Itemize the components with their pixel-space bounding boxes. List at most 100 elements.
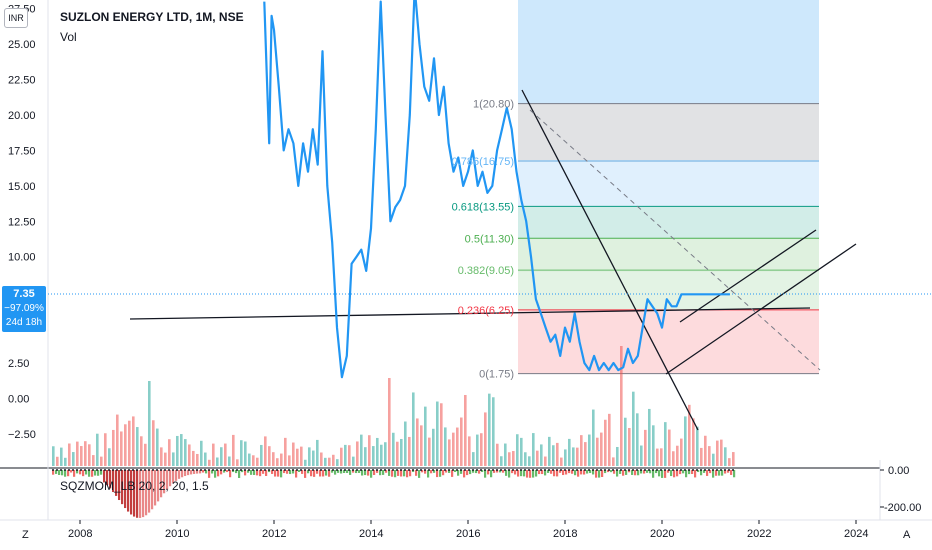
volume-bar [60,447,63,466]
momentum-bar [475,470,478,474]
momentum-bar [88,470,91,477]
momentum-bar [166,470,169,490]
fib-level-label: 0.786(16.75) [452,156,514,168]
volume-bar [616,446,619,466]
momentum-bar [385,470,388,473]
volume-bar [480,433,483,466]
volume-bar [608,413,611,466]
volume-bar [164,452,167,466]
volume-label[interactable]: Vol [60,30,77,44]
momentum-bar [514,470,517,475]
volume-bar [88,444,91,466]
volume-bar [624,417,627,466]
momentum-bar [343,470,346,473]
momentum-bar [709,470,712,474]
currency-badge[interactable]: INR [4,8,28,28]
volume-bar [72,452,75,466]
momentum-bar [337,470,340,473]
time-axis-label: 2024 [844,528,868,540]
momentum-bar [460,470,463,474]
auto-scale-button[interactable]: A [903,529,911,541]
momentum-bar [187,470,190,476]
price-axis-label: −2.50 [8,429,36,441]
support-trendline[interactable] [129,307,811,320]
volume-bars [52,346,735,466]
momentum-bar [661,470,664,478]
momentum-bar [298,470,301,473]
momentum-bar [685,470,688,478]
momentum-bar [76,470,79,474]
volume-bar [192,450,195,466]
dashed-trendline[interactable] [529,109,821,371]
momentum-bar [472,470,475,473]
momentum-bar [292,470,295,474]
volume-bar [380,444,383,466]
channel-line-upper[interactable] [679,229,817,323]
indicator-label[interactable]: SQZMOM_LB 20, 2, 20, 1.5 [60,479,209,493]
volume-bar [544,456,547,466]
momentum-bar [121,470,124,505]
fib-level-label: 0.5(11.30) [465,233,514,245]
momentum-bar [97,470,100,476]
momentum-bar [574,470,577,476]
volume-bar [248,453,251,466]
volume-bar [84,441,87,466]
volume-bar [224,443,227,466]
momentum-bar [346,470,349,474]
volume-bar [572,447,575,466]
zoom-button[interactable]: Z [22,529,29,541]
momentum-bar [259,470,262,477]
channel-line-lower[interactable] [665,243,857,375]
volume-bar [500,456,503,466]
volume-bar [328,457,331,466]
momentum-bar [418,470,421,478]
momentum-bar [310,470,313,477]
volume-bar [600,432,603,466]
momentum-bar [649,470,652,474]
momentum-bar [625,470,628,475]
momentum-bar [196,470,199,474]
momentum-bar [730,470,733,475]
time-axis-label: 2020 [650,528,674,540]
volume-bar [240,440,243,466]
volume-bar [284,437,287,466]
momentum-bar [319,470,322,477]
momentum-bar [331,470,334,473]
momentum-bar [703,470,706,473]
time-axis-label: 2018 [553,528,577,540]
volume-bar [152,420,155,466]
volume-bar [144,443,147,466]
momentum-bar [277,470,280,477]
time-axis[interactable]: 2008 2010 2012 2014 2016 2018 2020 2022 2024 [68,520,868,540]
momentum-bar [676,470,679,477]
last-price-tag: 7.35 −97.09% 24d 18h [2,286,46,332]
momentum-bar [664,470,667,478]
volume-bar [352,456,355,466]
volume-bar [532,433,535,466]
momentum-bar [478,470,481,474]
volume-bar [300,446,303,466]
momentum-bar [532,470,535,478]
volume-bar [232,434,235,466]
downtrend-line[interactable] [521,89,699,431]
momentum-bar [565,470,568,475]
volume-bar [312,450,315,466]
momentum-bar [55,470,58,474]
volume-bar [560,457,563,466]
volume-bar [252,455,255,466]
price-series-line[interactable] [263,0,730,379]
volume-bar [632,391,635,466]
momentum-bar [370,470,373,478]
volume-bar [664,422,667,466]
momentum-bar [220,470,223,475]
momentum-bar [538,470,541,475]
momentum-bar [94,470,97,476]
momentum-bar [145,470,148,516]
price-axis[interactable]: 27.5025.0022.5020.0017.5015.0012.5010.00… [8,4,36,441]
momentum-bar [706,470,709,476]
volume-bar [512,451,515,466]
symbol-title[interactable]: SUZLON ENERGY LTD, 1M, NSE [60,10,244,24]
volume-bar [476,434,479,466]
momentum-bar [451,470,454,477]
